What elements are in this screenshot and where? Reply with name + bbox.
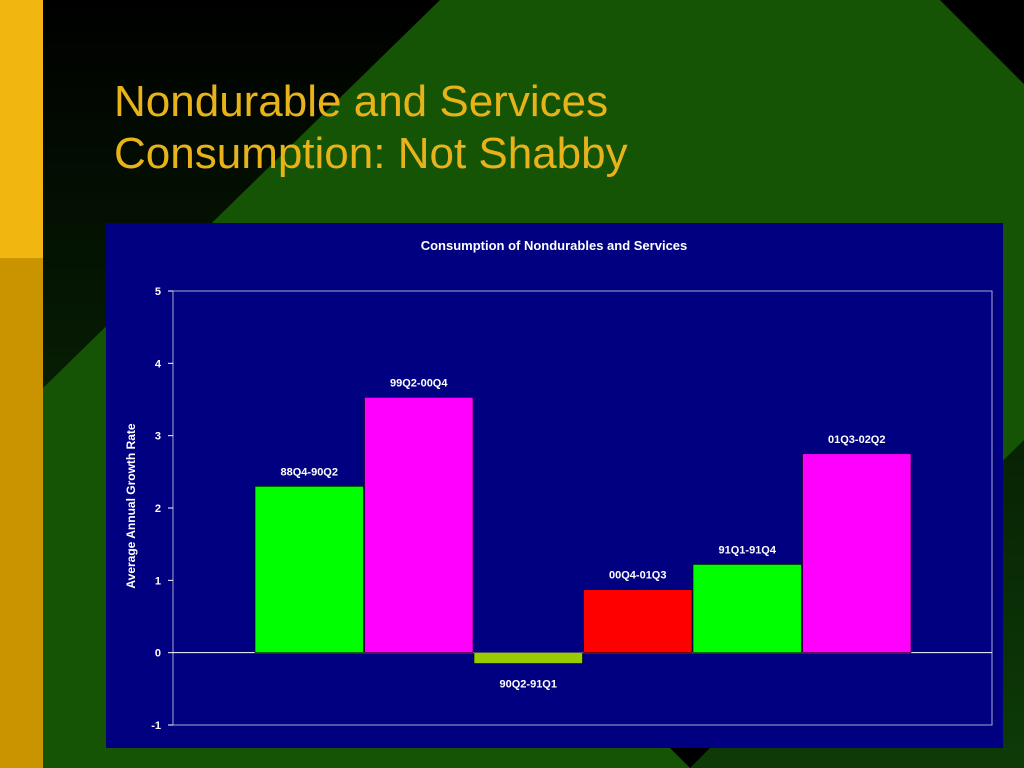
chart-title: Consumption of Nondurables and Services [421, 238, 688, 253]
y-tick-label: 2 [155, 503, 161, 515]
y-tick-label: -1 [151, 720, 161, 732]
slide-title: Nondurable and Services Consumption: Not… [114, 77, 628, 178]
bar-88q4-90q2 [254, 485, 364, 653]
bar-99q2-00q4 [364, 397, 474, 653]
y-tick-label: 4 [155, 358, 162, 370]
data-labels: 88Q4-90Q2 99Q2-00Q4 90Q2-91Q1 00Q4-01Q3 91Q1… [281, 377, 886, 690]
bar-label: 90Q2-91Q1 [500, 679, 557, 691]
bar-label: 99Q2-00Q4 [390, 377, 448, 389]
bar-label: 88Q4-90Q2 [281, 466, 338, 478]
bar-90q2-91q1 [473, 652, 583, 664]
y-axis-label: Average Annual Growth Rate [124, 423, 138, 588]
y-tick-label: 1 [155, 575, 161, 587]
bar-00q4-01q3 [583, 589, 693, 653]
y-tick-label: 3 [155, 431, 161, 443]
chart-panel: Consumption of Nondurables and Services … [106, 223, 1003, 748]
bars [254, 397, 912, 664]
bar-label: 01Q3-02Q2 [828, 434, 885, 446]
bar-01q3-02q2 [802, 453, 912, 653]
y-tick-label: 5 [155, 286, 161, 298]
bar-label: 91Q1-91Q4 [719, 544, 777, 556]
bar-label: 00Q4-01Q3 [609, 570, 666, 582]
bar-91q1-91q4 [692, 564, 802, 653]
y-tick-label: 0 [155, 648, 161, 660]
bar-chart: Consumption of Nondurables and Services … [124, 238, 993, 732]
